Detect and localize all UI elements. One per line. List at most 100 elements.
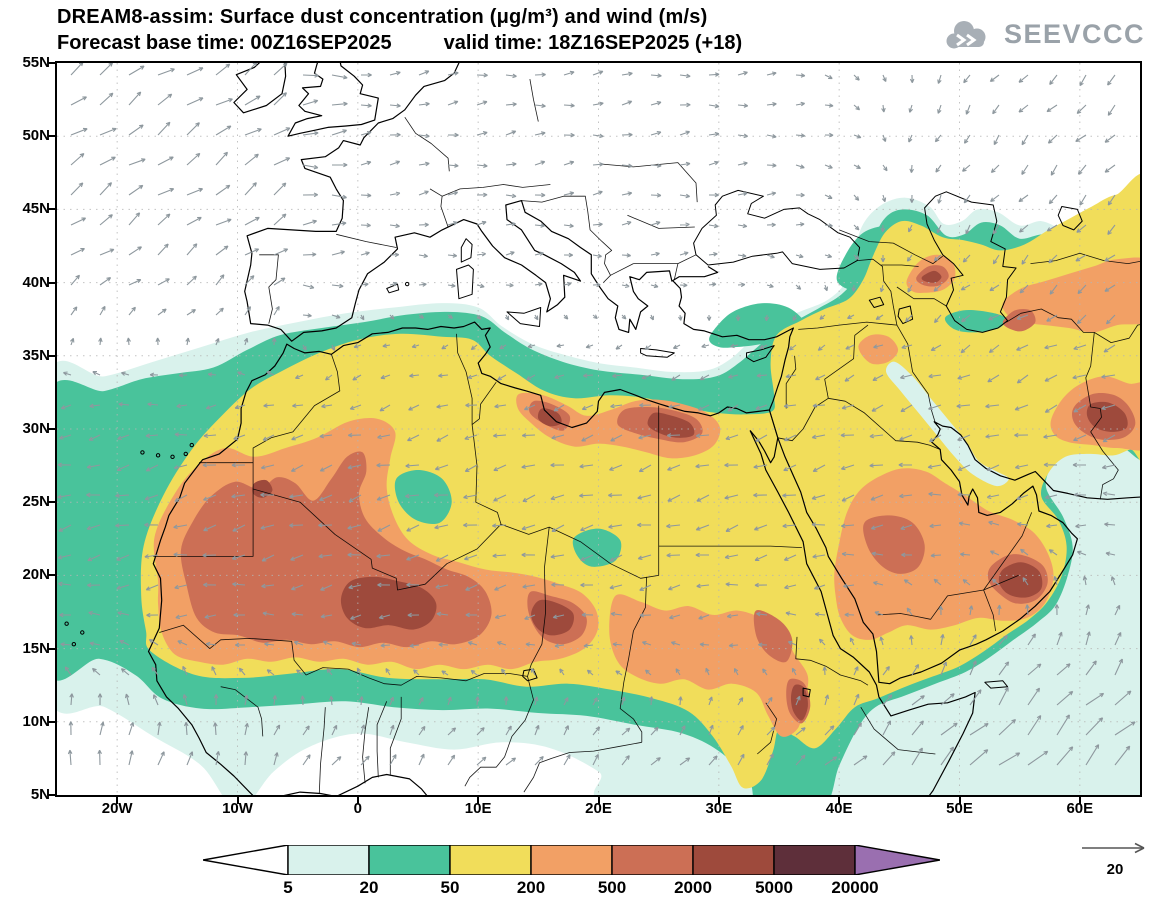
lat-tick-label: 20N	[22, 566, 50, 584]
colorbar: 5 20 50 200 500 2000 5000 20000	[202, 844, 941, 903]
lat-tick-mark	[48, 501, 55, 504]
coastline	[984, 680, 1009, 689]
lon-tick-label: 40E	[825, 800, 853, 817]
coastline	[868, 296, 885, 308]
dust-contour	[998, 562, 1043, 598]
dust-contour	[753, 610, 793, 663]
island	[404, 281, 410, 287]
colorbar-cell	[692, 844, 775, 876]
country-border	[362, 707, 370, 784]
colorbar-tick-label: 50	[440, 878, 460, 897]
country-border	[464, 676, 534, 787]
dust-contour	[572, 528, 622, 567]
coastline	[287, 54, 379, 137]
forecast-base-time: Forecast base time: 00Z16SEP2025	[57, 32, 392, 54]
lat-tick-mark	[48, 428, 55, 430]
lat-tick-mark	[48, 62, 55, 64]
dust-contour	[863, 515, 925, 574]
map-frame	[37, 52, 1165, 854]
colorbar-cell	[530, 844, 613, 876]
country-border	[471, 424, 502, 525]
lat-tick-mark	[48, 208, 55, 211]
coastline	[897, 305, 914, 325]
lon-tick-mark	[477, 797, 480, 804]
country-border	[777, 397, 829, 442]
dust-contour	[944, 310, 1006, 333]
dust-wind-map	[37, 52, 1165, 854]
lon-tick-mark	[236, 797, 239, 804]
wind-reference: 20	[1075, 838, 1155, 878]
country-border	[828, 397, 941, 450]
lon-tick-label: 50E	[946, 800, 973, 817]
coastline	[460, 238, 473, 263]
dust-contour	[531, 599, 574, 636]
wind-arrow-layer	[57, 61, 1136, 766]
logo-text: SEEVCCC	[1003, 18, 1145, 49]
island	[71, 642, 77, 647]
country-border	[600, 162, 698, 203]
lat-tick-mark	[48, 135, 55, 138]
lon-tick-label: 60E	[1066, 800, 1094, 817]
country-border	[159, 624, 528, 686]
dust-contour	[1002, 257, 1157, 333]
dust-contour	[1002, 308, 1036, 332]
country-border	[1030, 252, 1153, 264]
lat-tick-label: 15N	[22, 639, 50, 657]
lat-tick-mark	[48, 354, 55, 357]
dust-contour	[1086, 401, 1128, 432]
chevron-right-icon	[956, 33, 967, 47]
colorbar-tick-label: 5000	[755, 878, 793, 897]
country-border	[824, 324, 869, 399]
colorbar-tick-label: 200	[516, 878, 546, 897]
lon-tick-mark	[116, 797, 119, 804]
colorbar-cell	[773, 844, 856, 876]
country-border	[881, 264, 919, 267]
dust-contour	[394, 470, 452, 524]
colorbar-tick-label: 500	[597, 878, 627, 897]
colorbar-cell	[368, 844, 451, 876]
coastline	[386, 283, 400, 294]
cloud-icon	[946, 21, 986, 49]
country-border	[456, 333, 473, 425]
country-border	[523, 741, 642, 793]
country-border	[627, 214, 695, 229]
dust-contour	[858, 334, 899, 365]
coastline	[147, 280, 794, 806]
coastline	[262, 773, 466, 812]
coastline	[746, 345, 775, 363]
country-border	[795, 636, 869, 686]
chart-title: DREAM8-assim: Surface dust concentration…	[57, 6, 708, 28]
colorbar-tick-label: 2000	[674, 878, 712, 897]
dust-contour	[340, 576, 437, 630]
lat-tick-label: 50N	[22, 127, 50, 145]
country-border	[677, 254, 697, 264]
country-border	[318, 707, 326, 794]
country-border	[633, 263, 679, 280]
lat-tick-mark	[48, 794, 55, 796]
colorbar-below-arrow	[202, 844, 289, 876]
dust-concentration-layer	[37, 173, 1165, 854]
colorbar-above-arrow	[854, 844, 941, 876]
coastline	[693, 189, 861, 270]
country-border	[1085, 332, 1119, 500]
island	[64, 621, 69, 626]
colorbar-cell	[449, 844, 532, 876]
lat-tick-mark	[48, 720, 55, 723]
country-border	[500, 405, 660, 579]
country-border	[839, 229, 943, 264]
country-border	[336, 233, 397, 248]
lon-tick-label: 10W	[222, 800, 253, 817]
country-border	[521, 195, 613, 276]
lat-tick-label: 35N	[22, 346, 50, 364]
island	[183, 451, 188, 457]
lat-tick-label: 45N	[22, 200, 50, 218]
country-border	[769, 409, 779, 438]
lat-tick-label: 10N	[22, 712, 50, 730]
dust-contour	[834, 468, 1054, 640]
country-border	[153, 462, 254, 557]
colorbar-cell	[611, 844, 694, 876]
country-border	[798, 321, 897, 330]
coastline	[1057, 206, 1083, 231]
dust-contour	[790, 684, 808, 721]
country-border	[983, 589, 996, 632]
